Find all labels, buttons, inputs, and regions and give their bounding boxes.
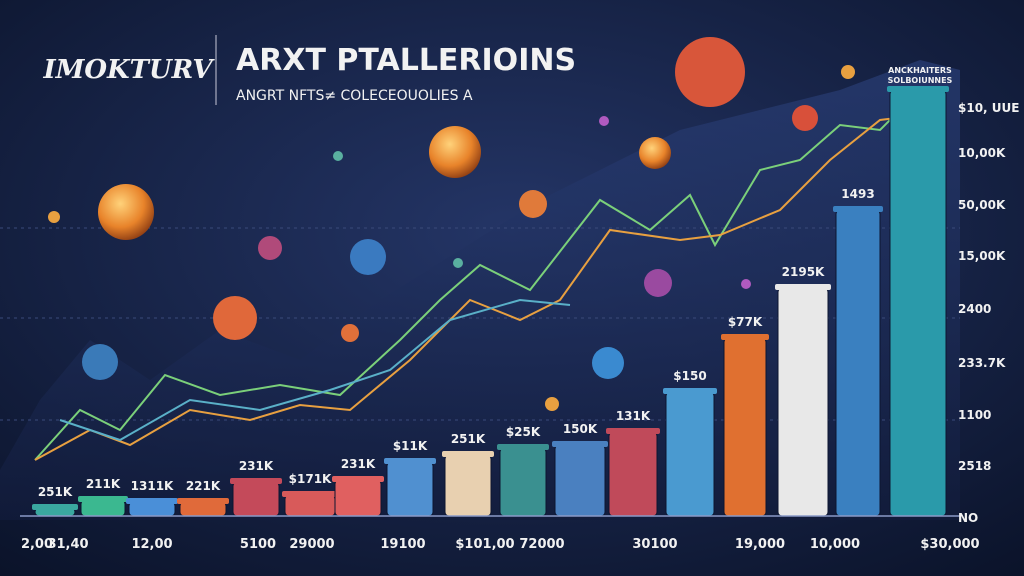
tower-cap [552, 441, 608, 447]
bottom-label: 5100 [240, 537, 276, 552]
labels: 251K 211K 1311K 221K 231K $171K 231K $11K 251K $2… [21, 101, 1020, 552]
tower-cap [177, 498, 229, 504]
tower [554, 444, 606, 517]
bottom-label: 29000 [289, 537, 334, 552]
bar-label: 251K [451, 432, 486, 446]
bar-label: 1493 [841, 187, 874, 201]
bottom-label: $101,00 [455, 537, 514, 552]
tower-cap [833, 206, 883, 212]
bar-label: $171K [289, 472, 332, 486]
tower-cap [32, 504, 78, 510]
bar-label: $25K [506, 425, 541, 439]
bar-label: 231K [341, 457, 376, 471]
axis-label: 1100 [958, 408, 991, 422]
trend-lines [34, 89, 921, 461]
tower [665, 391, 715, 517]
tower [444, 454, 492, 517]
corner-note: ANCKHAITERS [888, 66, 952, 75]
subtitle: ANGRT NFTS≠ COLECEOUOLIES A [236, 88, 473, 104]
bottom-label: 2,00 [21, 537, 53, 552]
axis-label: 15,00K [958, 249, 1006, 263]
coins [48, 37, 855, 411]
tower-cap [78, 496, 128, 502]
axis-label: 2400 [958, 302, 991, 316]
bar-label: 2195K [782, 265, 825, 279]
tower-cap [442, 451, 494, 457]
tower-cap [126, 498, 178, 504]
tower [835, 209, 881, 517]
bar-label: 211K [86, 477, 121, 491]
axis-label: 10,00K [958, 146, 1006, 160]
tower-cap [497, 444, 549, 450]
tower [889, 89, 947, 517]
bar-label: $77K [728, 315, 763, 329]
bottom-label: $30,000 [920, 537, 979, 552]
bottom-label: 10,000 [810, 537, 860, 552]
tower [128, 501, 176, 517]
bar-label: 231K [239, 459, 274, 473]
axis-label: 2518 [958, 459, 991, 473]
tower [232, 481, 280, 517]
title: ARXT PTALLERIOINS [236, 43, 576, 78]
bar-label: $150 [673, 369, 706, 383]
tower [80, 499, 126, 517]
tower [499, 447, 547, 517]
bar-label: 131K [616, 409, 651, 423]
axis-label: NO [958, 511, 978, 525]
tower-cap [282, 491, 338, 497]
tower-cap [332, 476, 384, 482]
axis-label: 233.7K [958, 356, 1006, 370]
bar-label: 221K [186, 479, 221, 493]
bottom-label: 19100 [380, 537, 425, 552]
bar-label: 251K [38, 485, 73, 499]
logo: IMOKTURV [42, 55, 215, 85]
tower-cap [721, 334, 769, 340]
bottom-label: 19,000 [735, 537, 785, 552]
tower [386, 461, 434, 517]
tower [284, 494, 336, 517]
tower-cap [606, 428, 660, 434]
tower-cap [663, 388, 717, 394]
bottom-label: 72000 [519, 537, 564, 552]
bar-label: 1311K [131, 479, 174, 493]
bar-label: $11K [393, 439, 428, 453]
bottom-label: 31,40 [47, 537, 88, 552]
bar-label: 150K [563, 422, 598, 436]
tower [334, 479, 382, 517]
tower [723, 337, 767, 517]
tower [179, 501, 227, 517]
tower-cap [887, 86, 949, 92]
tower-cap [775, 284, 831, 290]
tower-cap [384, 458, 436, 464]
tower [777, 287, 829, 517]
axis-label: $10, UUE [958, 101, 1019, 115]
corner-note: SOLBOIUNNES [888, 76, 953, 85]
tower [608, 431, 658, 517]
bottom-label: 30100 [632, 537, 677, 552]
bottom-label: 12,00 [131, 537, 172, 552]
axis-label: 50,00K [958, 198, 1006, 212]
backdrop-shape [0, 60, 960, 520]
tower-cap [230, 478, 282, 484]
